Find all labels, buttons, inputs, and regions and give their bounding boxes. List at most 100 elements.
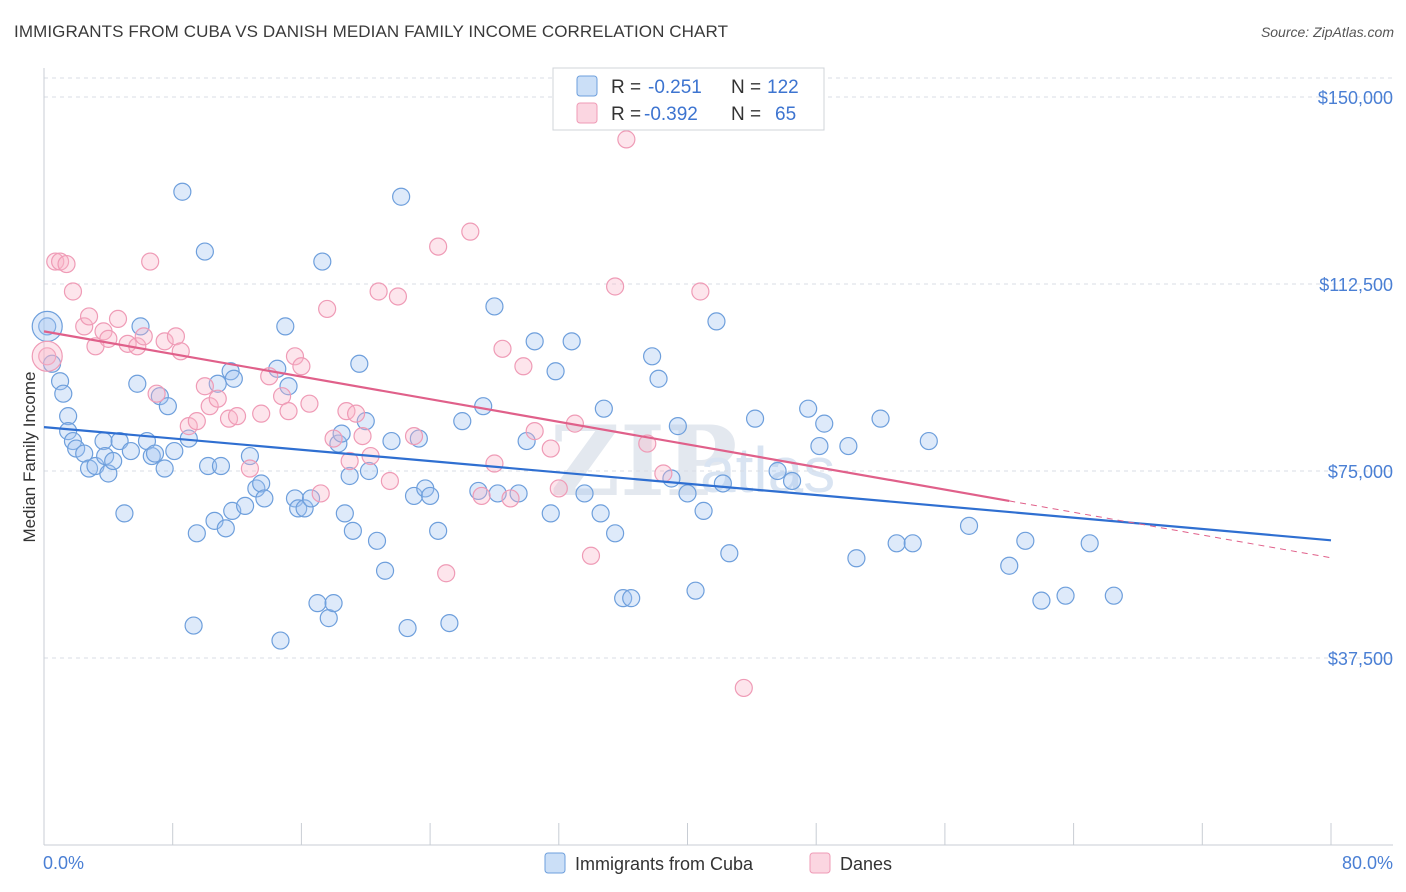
danes-point <box>227 407 247 426</box>
danes-point <box>353 426 372 446</box>
cuba-point <box>421 486 440 506</box>
legend-swatch-cuba <box>576 75 598 97</box>
danes-point <box>108 309 128 329</box>
danes-point <box>79 307 99 326</box>
cuba-point <box>622 589 641 608</box>
danes-point <box>279 402 298 421</box>
y-tick-labels: $37,500 $75,000 $112,500 $150,000 <box>1318 88 1393 669</box>
cuba-point <box>398 618 417 638</box>
cuba-point <box>340 466 359 486</box>
legend-box <box>552 67 825 131</box>
cuba-point <box>782 471 802 491</box>
cuba-point <box>799 399 818 418</box>
danes-point <box>340 451 359 471</box>
source-label: Source: ZipAtlas.com <box>1260 24 1394 40</box>
danes-point <box>514 357 533 376</box>
cuba-point <box>429 521 448 540</box>
cuba-point <box>1080 534 1099 553</box>
y-tick-label: $37,500 <box>1328 649 1393 669</box>
danes-point <box>318 299 337 319</box>
legend-r-value-danes: -0.392 <box>644 104 698 125</box>
cuba-point <box>375 561 395 580</box>
cuba-point <box>485 297 504 316</box>
danes-point <box>437 564 456 583</box>
cuba-point <box>224 369 243 388</box>
cuba-point <box>59 407 78 426</box>
y-tick-label: $75,000 <box>1328 462 1393 482</box>
cuba-point <box>115 504 134 523</box>
bottom-legend-swatch-danes <box>809 852 831 874</box>
cuba-point <box>382 431 401 451</box>
cuba-point <box>343 521 362 540</box>
cuba-point <box>121 441 140 461</box>
y-tick-label: $112,500 <box>1319 275 1393 295</box>
danes-point <box>429 237 448 256</box>
danes-point <box>187 412 206 431</box>
danes-point <box>691 282 710 301</box>
cuba-point <box>324 594 343 613</box>
cuba-point <box>815 414 834 433</box>
cuba-point <box>335 504 354 523</box>
cuba-point <box>839 436 858 456</box>
cuba-point <box>392 187 411 206</box>
x-axis-ticks <box>43 823 1332 845</box>
cuba-point <box>1056 586 1075 605</box>
cuba-point <box>409 429 428 448</box>
danes-point <box>472 486 491 506</box>
danes-point <box>324 429 343 448</box>
cuba-point <box>235 496 255 516</box>
cuba-point <box>301 489 321 508</box>
danes-point <box>141 252 160 271</box>
danes-point <box>240 459 260 478</box>
cuba-point <box>313 252 332 271</box>
cuba-point <box>173 182 192 201</box>
cuba-point <box>887 534 906 553</box>
legend-r-label-danes: R = <box>611 104 641 125</box>
legend-n-value-danes: 65 <box>775 104 796 125</box>
cuba-point <box>959 516 979 535</box>
danes-point <box>311 484 330 503</box>
cuba-point <box>562 332 581 351</box>
danes-point <box>493 339 512 358</box>
cuba-point <box>713 474 732 493</box>
danes-point <box>346 404 366 423</box>
chart-title: IMMIGRANTS FROM CUBA VS DANISH MEDIAN FA… <box>14 22 729 41</box>
cuba-trend-line <box>43 426 1332 542</box>
cuba-point <box>810 436 829 456</box>
cuba-point <box>104 451 123 471</box>
cuba-point <box>155 459 174 478</box>
danes-point <box>525 422 544 441</box>
danes-point <box>734 678 753 698</box>
danes-point <box>549 479 568 498</box>
cuba-point <box>308 594 327 613</box>
cuba-point <box>686 581 705 600</box>
danes-trend-line-extension <box>1009 500 1332 559</box>
cuba-point <box>38 317 57 336</box>
danes-point <box>541 439 560 458</box>
danes-point <box>404 426 424 446</box>
cuba-point <box>94 431 113 451</box>
cuba-point <box>525 332 544 351</box>
watermark-zip: ZIP <box>550 405 737 518</box>
y-tick-label: $150,000 <box>1318 88 1393 108</box>
cuba-point <box>54 384 73 403</box>
bottom-legend-label-cuba: Immigrants from Cuba <box>575 854 754 874</box>
danes-point <box>485 454 504 473</box>
cuba-point <box>469 481 488 501</box>
cuba-point <box>145 444 165 463</box>
danes-point <box>46 252 65 271</box>
cuba-point <box>289 499 308 518</box>
cuba-point <box>216 519 235 538</box>
cuba-point <box>474 397 493 416</box>
cuba-point <box>678 484 697 503</box>
cuba-point <box>252 474 271 493</box>
danes-point <box>501 489 520 508</box>
legend-swatch-danes <box>576 102 598 124</box>
cuba-point <box>285 489 305 508</box>
danes-point-large <box>31 340 63 372</box>
cuba-point <box>158 397 177 416</box>
cuba-point <box>1016 531 1035 550</box>
danes-point <box>285 347 305 366</box>
danes-point <box>581 546 601 565</box>
correlation-legend: R = -0.251 N = 122 R = -0.392 N = 65 <box>552 67 825 131</box>
